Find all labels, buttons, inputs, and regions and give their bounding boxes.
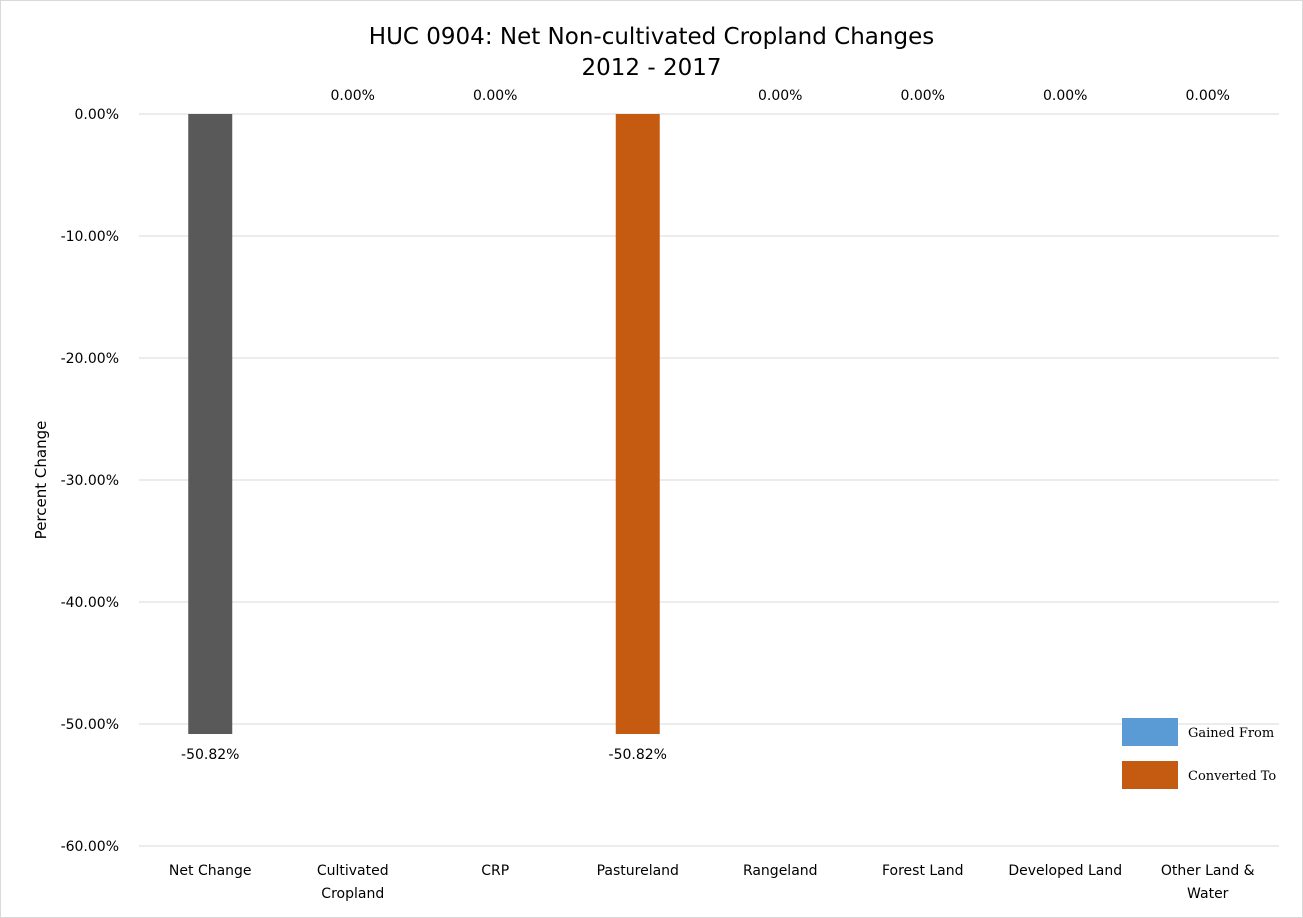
- chart-title-line: HUC 0904: Net Non-cultivated Cropland Ch…: [368, 24, 935, 50]
- legend-label: Converted To: [1188, 769, 1276, 784]
- bar: [615, 114, 660, 735]
- y-tick-label: -40.00%: [61, 595, 119, 611]
- data-label: 0.00%: [473, 88, 517, 104]
- x-tick-label: Cultivated: [317, 863, 389, 879]
- x-tick-label: CRP: [481, 863, 509, 879]
- data-label: 0.00%: [1043, 88, 1087, 104]
- y-tick-label: -50.00%: [61, 717, 119, 733]
- y-tick-label: -60.00%: [61, 839, 119, 855]
- legend-swatch: [1122, 718, 1178, 746]
- x-tick-label: Cropland: [321, 886, 384, 902]
- y-tick-label: -20.00%: [61, 351, 119, 367]
- chart-subtitle: 2012 - 2017: [581, 55, 722, 81]
- data-label: 0.00%: [331, 88, 375, 104]
- x-tick-label: Net Change: [169, 863, 252, 879]
- chart-title: HUC 0904: Net Non-cultivated Cropland Ch…: [0, 22, 1303, 84]
- x-tick-label: Forest Land: [882, 863, 964, 879]
- data-label: 0.00%: [901, 88, 945, 104]
- data-label: 0.00%: [758, 88, 802, 104]
- y-tick-label: 0.00%: [75, 107, 119, 123]
- y-axis-title: Percent Change: [32, 421, 50, 540]
- x-tick-label: Other Land &: [1161, 863, 1255, 879]
- data-label: -50.82%: [609, 747, 667, 763]
- x-tick-label: Pastureland: [597, 863, 679, 879]
- data-label: 0.00%: [1186, 88, 1230, 104]
- y-tick-label: -30.00%: [61, 473, 119, 489]
- y-tick-label: -10.00%: [61, 229, 119, 245]
- x-tick-label: Rangeland: [743, 863, 818, 879]
- bar: [188, 114, 233, 735]
- legend-swatch: [1122, 761, 1178, 789]
- x-tick-label: Developed Land: [1008, 863, 1122, 879]
- x-tick-label: Water: [1187, 886, 1229, 902]
- data-label: -50.82%: [181, 747, 239, 763]
- legend-label: Gained From: [1188, 726, 1274, 741]
